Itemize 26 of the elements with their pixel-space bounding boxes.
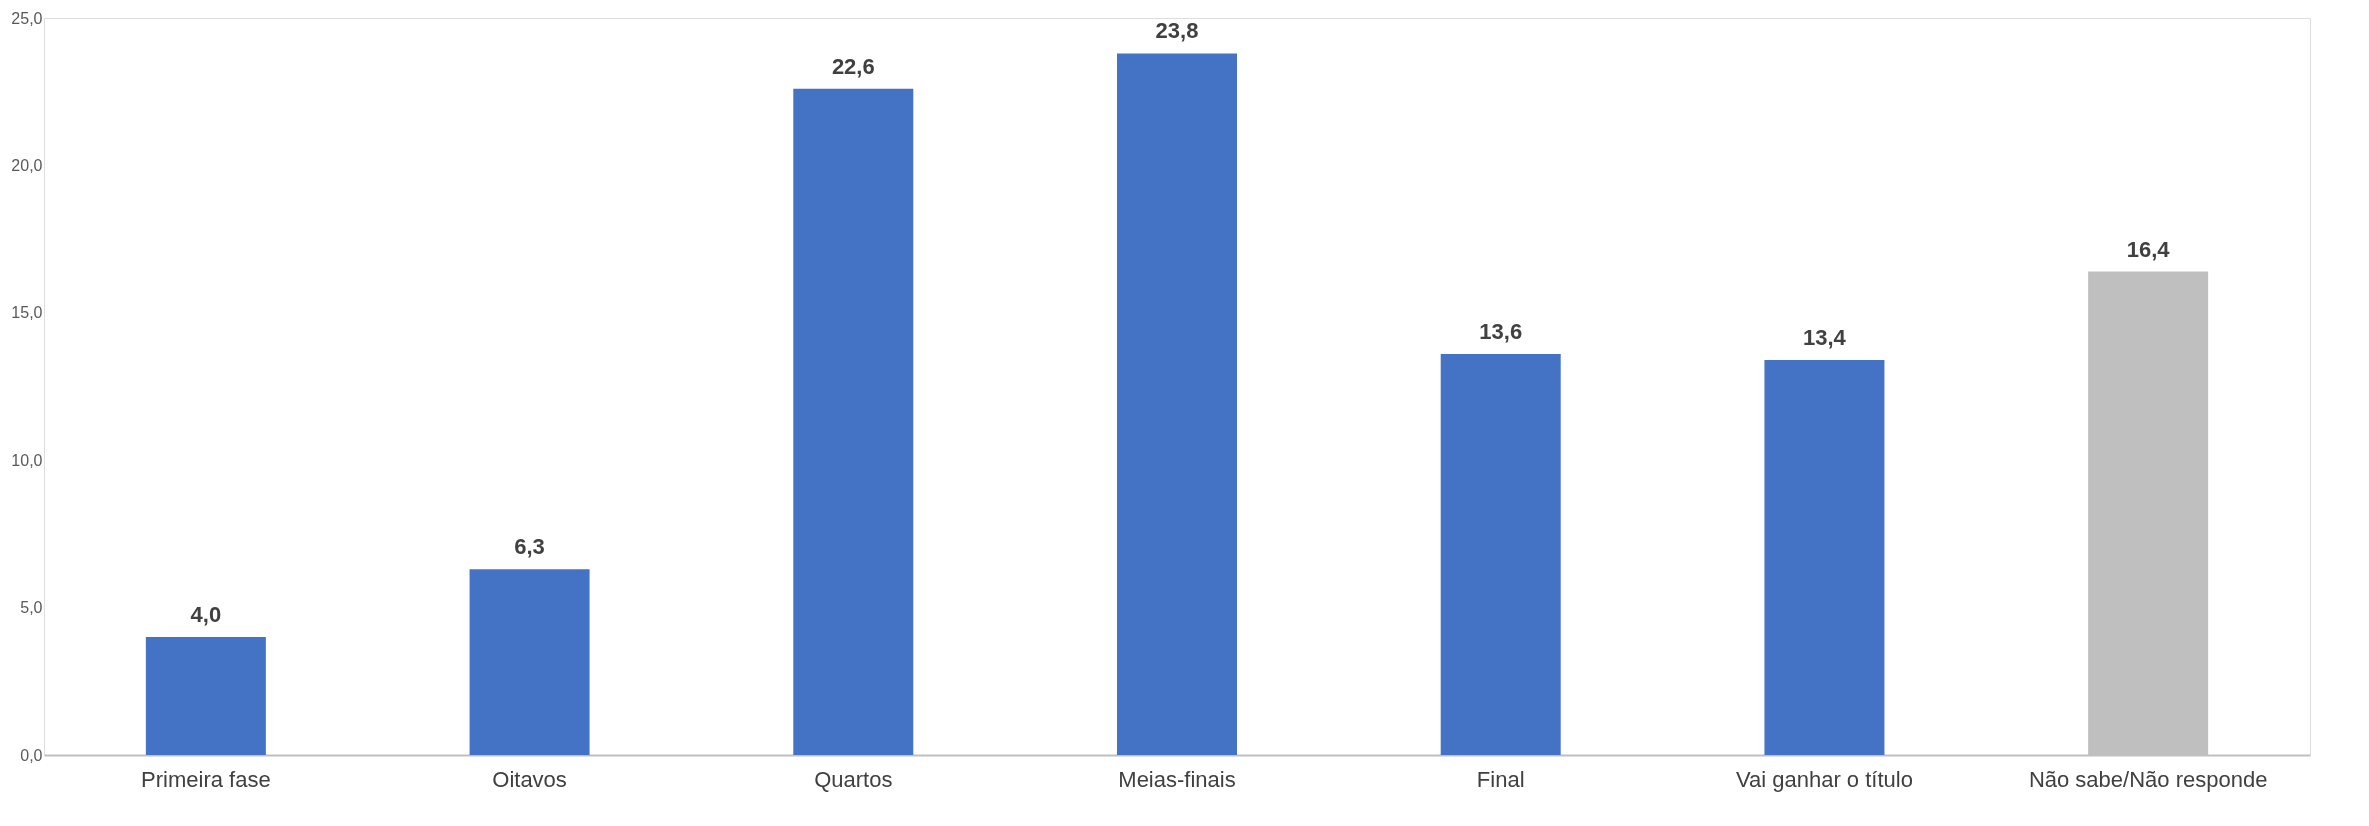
x-tick-label: Primeira fase <box>141 766 271 792</box>
data-label: 6,3 <box>514 534 545 560</box>
bar <box>145 637 266 755</box>
y-tick-label: 20,0 <box>11 156 43 174</box>
y-tick-label: 10,0 <box>11 451 43 469</box>
data-label: 16,4 <box>2126 236 2171 262</box>
x-tick-label: Oitavos <box>492 766 567 792</box>
x-tick-label: Quartos <box>814 766 893 792</box>
y-tick-label: 15,0 <box>11 304 43 322</box>
x-tick-label: Vai ganhar o título <box>1735 766 1913 792</box>
data-label: 13,6 <box>1479 319 1523 345</box>
bar <box>469 569 590 755</box>
data-label: 22,6 <box>831 53 875 79</box>
y-tick-label: 0,0 <box>20 746 43 764</box>
bar <box>1117 53 1237 755</box>
y-tick-label: 5,0 <box>20 599 43 617</box>
data-label: 4,0 <box>190 602 222 628</box>
x-tick-label: Meias-finais <box>1118 766 1236 792</box>
bar <box>1764 359 1885 755</box>
x-tick-label: Não sabe/Não responde <box>2028 766 2268 792</box>
x-tick-label: Final <box>1476 766 1525 792</box>
bar <box>793 88 914 755</box>
y-tick-label: 25,0 <box>11 9 43 27</box>
data-label: 23,8 <box>1155 18 1199 44</box>
data-label: 13,4 <box>1803 324 1847 350</box>
bar <box>1440 354 1561 755</box>
